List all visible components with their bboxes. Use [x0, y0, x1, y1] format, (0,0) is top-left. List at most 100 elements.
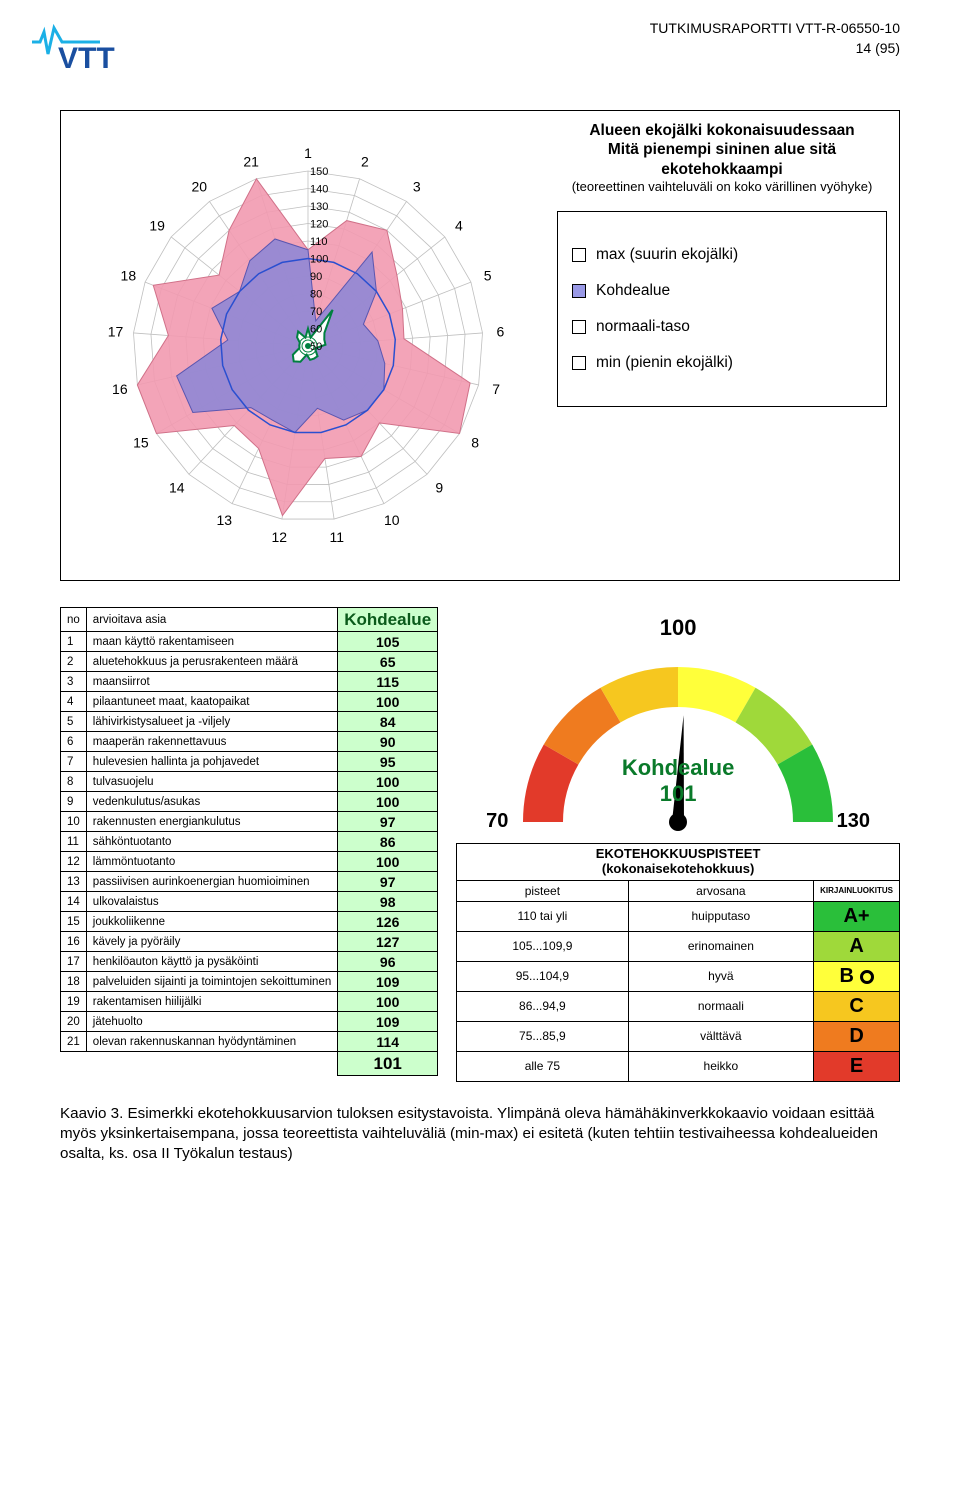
- svg-text:100: 100: [310, 254, 328, 266]
- cell-label: olevan rakennuskannan hyödyntäminen: [86, 1032, 337, 1052]
- cell-value: 95: [338, 752, 438, 772]
- cell-label: rakentamisen hiilijälki: [86, 992, 337, 1012]
- chart-subtitle: (teoreettinen vaihteluväli on koko väril…: [557, 179, 887, 195]
- svg-text:2: 2: [361, 154, 369, 170]
- grade-name: välttävä: [628, 1021, 814, 1051]
- cell-value: 114: [338, 1032, 438, 1052]
- cell-label: joukkoliikenne: [86, 912, 337, 932]
- cell-label: sähköntuotanto: [86, 832, 337, 852]
- cell-no: 12: [61, 852, 87, 872]
- cell-value: 115: [338, 672, 438, 692]
- svg-text:80: 80: [310, 289, 322, 301]
- table-row: 1maan käyttö rakentamiseen105: [61, 632, 438, 652]
- svg-text:7: 7: [492, 381, 500, 397]
- col-arvosana: arvosana: [628, 880, 814, 901]
- svg-text:6: 6: [497, 324, 505, 340]
- cell-no: 15: [61, 912, 87, 932]
- cell-no: 1: [61, 632, 87, 652]
- cell-no: 7: [61, 752, 87, 772]
- grade-row: 86...94,9normaaliC: [457, 991, 900, 1021]
- legend-label: max (suurin ekojälki): [596, 246, 738, 264]
- grade-row: 75...85,9välttäväD: [457, 1021, 900, 1051]
- cell-no: 3: [61, 672, 87, 692]
- svg-text:12: 12: [271, 529, 287, 545]
- grade-range: 75...85,9: [457, 1021, 628, 1051]
- legend-swatch: [572, 320, 586, 334]
- radar-chart: 1234567891011121314151617181920211501401…: [73, 121, 543, 561]
- legend-swatch: [572, 356, 586, 370]
- cell-no: 18: [61, 972, 87, 992]
- gauge-top-label: 100: [660, 615, 697, 641]
- cell-label: maansiirrot: [86, 672, 337, 692]
- table-row: 13passiivisen aurinkoenergian huomioimin…: [61, 872, 438, 892]
- grade-letter: A+: [814, 901, 900, 931]
- logo-text: VTT: [58, 42, 115, 75]
- header-right: TUTKIMUSRAPORTTI VTT-R-06550-10 14 (95): [650, 20, 900, 56]
- legend-item: normaali-taso: [572, 318, 872, 336]
- svg-text:5: 5: [484, 267, 492, 283]
- cell-value: 97: [338, 872, 438, 892]
- table-row: 3maansiirrot115: [61, 672, 438, 692]
- cell-value: 86: [338, 832, 438, 852]
- gauge: 100 70 130 Kohdealue 101: [456, 607, 900, 837]
- grade-row: 105...109,9erinomainenA: [457, 931, 900, 961]
- svg-text:90: 90: [310, 271, 322, 283]
- svg-text:15: 15: [133, 435, 149, 451]
- cell-value: 96: [338, 952, 438, 972]
- svg-text:11: 11: [329, 529, 344, 545]
- legend-label: Kohdealue: [596, 282, 670, 300]
- radar-container: 1234567891011121314151617181920211501401…: [73, 121, 543, 566]
- table-row: 20jätehuolto109: [61, 1012, 438, 1032]
- grade-name: normaali: [628, 991, 814, 1021]
- chart-title: Alueen ekojälki kokonaisuudessaan Mitä p…: [557, 121, 887, 195]
- grade-row: 110 tai ylihuipputasoA+: [457, 901, 900, 931]
- cell-label: palveluiden sijainti ja toimintojen seko…: [86, 972, 337, 992]
- grade-title: EKOTEHOKKUUSPISTEET(kokonaisekotehokkuus…: [457, 844, 900, 881]
- cell-value: 84: [338, 712, 438, 732]
- cell-no: 21: [61, 1032, 87, 1052]
- svg-text:19: 19: [149, 218, 165, 234]
- legend-swatch: [572, 284, 586, 298]
- svg-text:18: 18: [121, 267, 137, 283]
- svg-text:20: 20: [191, 179, 207, 195]
- cell-label: kävely ja pyöräily: [86, 932, 337, 952]
- table-row: 6maaperän rakennettavuus90: [61, 732, 438, 752]
- svg-text:130: 130: [310, 201, 328, 213]
- grade-range: alle 75: [457, 1051, 628, 1081]
- cell-label: pilaantuneet maat, kaatopaikat: [86, 692, 337, 712]
- svg-text:50: 50: [310, 341, 322, 353]
- cell-label: passiivisen aurinkoenergian huomioiminen: [86, 872, 337, 892]
- chart-frame: 1234567891011121314151617181920211501401…: [60, 110, 900, 581]
- svg-text:120: 120: [310, 219, 328, 231]
- cell-value: 127: [338, 932, 438, 952]
- cell-label: tulvasuojelu: [86, 772, 337, 792]
- cell-label: ulkovalaistus: [86, 892, 337, 912]
- cell-value: 100: [338, 992, 438, 1012]
- cell-label: jätehuolto: [86, 1012, 337, 1032]
- cell-label: vedenkulutus/asukas: [86, 792, 337, 812]
- cell-no: 11: [61, 832, 87, 852]
- cell-label: maaperän rakennettavuus: [86, 732, 337, 752]
- page-number: 14 (95): [650, 40, 900, 56]
- legend-label: min (pienin ekojälki): [596, 354, 733, 372]
- total-cell: 101: [338, 1052, 438, 1076]
- chart-title-line1: Alueen ekojälki kokonaisuudessaan: [557, 121, 887, 140]
- cell-value: 100: [338, 692, 438, 712]
- svg-text:140: 140: [310, 184, 328, 196]
- cell-value: 97: [338, 812, 438, 832]
- cell-no: 13: [61, 872, 87, 892]
- grade-range: 95...104,9: [457, 961, 628, 991]
- table-row: 12lämmöntuotanto100: [61, 852, 438, 872]
- page: VTT TUTKIMUSRAPORTTI VTT-R-06550-10 14 (…: [0, 0, 960, 1204]
- vtt-logo: VTT: [30, 20, 160, 85]
- cell-label: lämmöntuotanto: [86, 852, 337, 872]
- cell-no: 2: [61, 652, 87, 672]
- cell-value: 100: [338, 792, 438, 812]
- table-row: 16kävely ja pyöräily127: [61, 932, 438, 952]
- cell-label: maan käyttö rakentamiseen: [86, 632, 337, 652]
- svg-text:60: 60: [310, 324, 322, 336]
- grade-name: hyvä: [628, 961, 814, 991]
- grade-range: 86...94,9: [457, 991, 628, 1021]
- col-kirjain: KIRJAINLUOKITUS: [814, 880, 900, 901]
- table-row: 21olevan rakennuskannan hyödyntäminen114: [61, 1032, 438, 1052]
